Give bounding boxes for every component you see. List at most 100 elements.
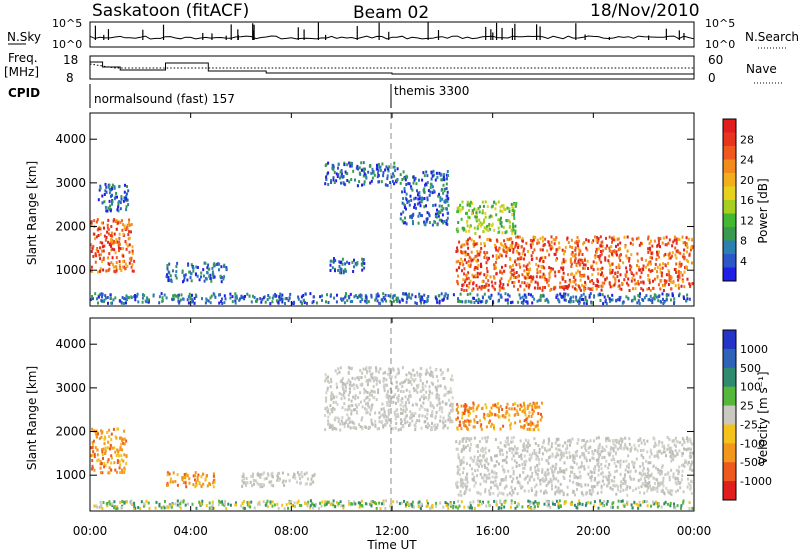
heatmap-cell — [428, 212, 430, 216]
heatmap-cell — [400, 399, 403, 403]
heatmap-cell — [671, 251, 674, 255]
heatmap-cell — [456, 416, 459, 420]
heatmap-cell — [94, 237, 96, 241]
heatmap-cell — [676, 452, 679, 456]
heatmap-cell — [120, 437, 123, 441]
heatmap-cell — [670, 276, 673, 279]
heatmap-cell — [462, 467, 465, 471]
heatmap-cell — [404, 410, 407, 414]
heatmap-cell — [278, 295, 281, 299]
heatmap-cell — [430, 170, 433, 174]
heatmap-cell — [104, 294, 107, 298]
heatmap-cell — [500, 503, 503, 507]
heatmap-cell — [441, 197, 444, 201]
heatmap-cell — [122, 437, 125, 441]
heatmap-cell — [520, 454, 522, 458]
heatmap-cell — [121, 228, 124, 232]
heatmap-cell — [571, 251, 574, 254]
heatmap-cell — [176, 473, 179, 477]
heatmap-cell — [486, 466, 489, 470]
heatmap-cell — [559, 504, 562, 508]
heatmap-cell — [643, 296, 646, 300]
heatmap-cell — [376, 427, 379, 431]
heatmap-cell — [464, 490, 466, 494]
heatmap-cell — [376, 299, 379, 303]
heatmap-cell — [330, 391, 333, 395]
heatmap-cell — [333, 181, 336, 184]
heatmap-cell — [425, 425, 427, 428]
heatmap-cell — [652, 465, 655, 469]
heatmap-cell — [647, 247, 650, 251]
heatmap-cell — [502, 468, 505, 472]
heatmap-cell — [687, 260, 689, 264]
heatmap-cell — [545, 449, 548, 453]
heatmap-cell — [494, 202, 497, 206]
heatmap-cell — [535, 453, 538, 457]
heatmap-cell — [608, 478, 611, 482]
heatmap-cell — [523, 411, 526, 414]
heatmap-cell — [365, 426, 368, 429]
heatmap-cell — [551, 468, 553, 472]
heatmap-cell — [515, 263, 518, 267]
heatmap-cell — [609, 299, 611, 303]
heatmap-cell — [609, 451, 612, 455]
heatmap-cell — [636, 449, 639, 453]
heatmap-cell — [486, 273, 489, 277]
heatmap-cell — [405, 174, 408, 178]
heatmap-cell — [364, 389, 367, 393]
heatmap-cell — [495, 213, 498, 217]
heatmap-cell — [458, 266, 461, 270]
heatmap-cell — [118, 184, 121, 188]
heatmap-cell — [106, 223, 109, 227]
heatmap-cell — [358, 376, 361, 380]
heatmap-cell — [91, 269, 94, 273]
heatmap-cell — [514, 421, 517, 425]
heatmap-cell — [518, 262, 521, 266]
heatmap-cell — [105, 209, 108, 213]
heatmap-cell — [179, 298, 182, 302]
heatmap-cell — [466, 211, 468, 215]
heatmap-cell — [481, 464, 483, 468]
heatmap-cell — [546, 249, 549, 253]
heatmap-cell — [531, 242, 534, 246]
heatmap-cell — [535, 451, 538, 455]
heatmap-cell — [479, 500, 481, 503]
heatmap-cell — [664, 473, 667, 477]
heatmap-cell — [573, 461, 576, 464]
heatmap-cell — [335, 382, 338, 386]
heatmap-cell — [606, 436, 609, 440]
heatmap-cell — [573, 254, 576, 258]
heatmap-cell — [657, 456, 660, 460]
heatmap-cell — [644, 479, 647, 483]
heatmap-cell — [520, 245, 523, 248]
heatmap-cell — [339, 380, 342, 384]
heatmap-cell — [445, 502, 448, 506]
heatmap-cell — [446, 390, 449, 394]
heatmap-cell — [493, 471, 496, 475]
heatmap-cell — [196, 478, 199, 482]
heatmap-cell — [352, 383, 355, 387]
heatmap-cell — [626, 485, 629, 489]
heatmap-cell — [475, 415, 478, 418]
heatmap-cell — [330, 377, 332, 381]
heatmap-cell — [635, 271, 638, 275]
heatmap-cell — [401, 411, 404, 415]
heatmap-cell — [619, 472, 622, 476]
heatmap-cell — [358, 423, 360, 427]
heatmap-cell — [241, 479, 244, 483]
heatmap-cell — [120, 442, 123, 446]
heatmap-cell — [101, 201, 104, 205]
heatmap-cell — [668, 278, 671, 282]
heatmap-cell — [474, 481, 477, 485]
heatmap-cell — [497, 446, 500, 449]
heatmap-cell — [382, 371, 385, 375]
heatmap-cell — [615, 464, 618, 468]
heatmap-cell — [169, 274, 172, 278]
heatmap-cell — [357, 396, 360, 400]
heatmap-cell — [651, 256, 653, 260]
heatmap-cell — [93, 219, 96, 223]
heatmap-cell — [123, 470, 126, 474]
heatmap-cell — [386, 184, 389, 187]
heatmap-cell — [499, 481, 502, 485]
heatmap-cell — [624, 473, 626, 477]
